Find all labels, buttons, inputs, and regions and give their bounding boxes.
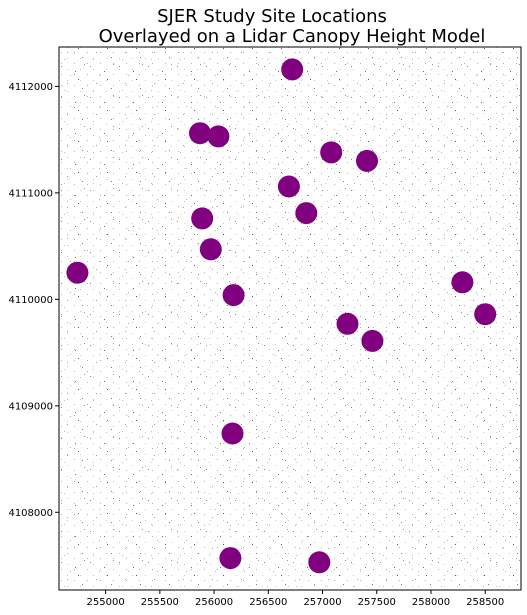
study-site-point-16: [221, 422, 244, 445]
y-tick-label-4: 4112000: [8, 82, 53, 93]
study-site-point-8: [295, 202, 318, 225]
study-site-point-5: [356, 149, 378, 172]
study-site-point-2: [189, 122, 211, 145]
x-tick-label-6: 258000: [412, 597, 450, 608]
plot-frame: [58, 46, 522, 591]
y-tick-label-0: 4108000: [8, 508, 53, 519]
x-tick-label-7: 258500: [466, 597, 504, 608]
study-site-point-4: [320, 141, 343, 164]
chart-title-line-2: Overlayed on a Lidar Canopy Height Model: [99, 26, 486, 47]
x-tick-label-2: 256000: [195, 597, 233, 608]
study-site-point-3: [207, 125, 230, 148]
study-site-point-11: [222, 284, 245, 307]
study-site-point-15: [361, 329, 384, 352]
study-site-point-14: [336, 312, 359, 335]
x-tick-label-0: 255000: [87, 597, 125, 608]
study-site-point-13: [474, 303, 497, 326]
x-tick-label-5: 257500: [358, 597, 396, 608]
x-tick-label-1: 255500: [141, 597, 179, 608]
study-site-point-18: [308, 551, 331, 574]
y-axis: 4108000 4109000 4110000 4111000 4112000: [8, 82, 59, 519]
canopy-height-raster-texture-dark: [59, 47, 521, 590]
study-site-points: [66, 58, 497, 574]
y-tick-label-1: 4109000: [8, 401, 53, 412]
study-site-point-10: [66, 261, 89, 284]
x-tick-label-3: 256500: [249, 597, 287, 608]
plot-area: [58, 46, 522, 591]
y-tick-label-2: 4110000: [8, 295, 53, 306]
chart-title-line-1: SJER Study Site Locations: [157, 6, 387, 27]
study-site-point-6: [277, 175, 300, 198]
study-site-point-7: [191, 207, 214, 230]
study-site-point-17: [219, 547, 242, 570]
x-axis: 255000 255500 256000 256500 257000 257500 2580…: [87, 590, 504, 608]
study-site-point-9: [199, 238, 222, 261]
y-tick-label-3: 4111000: [8, 188, 53, 199]
study-site-point-12: [451, 271, 474, 294]
x-tick-label-4: 257000: [303, 597, 341, 608]
study-site-point-1: [281, 58, 304, 81]
